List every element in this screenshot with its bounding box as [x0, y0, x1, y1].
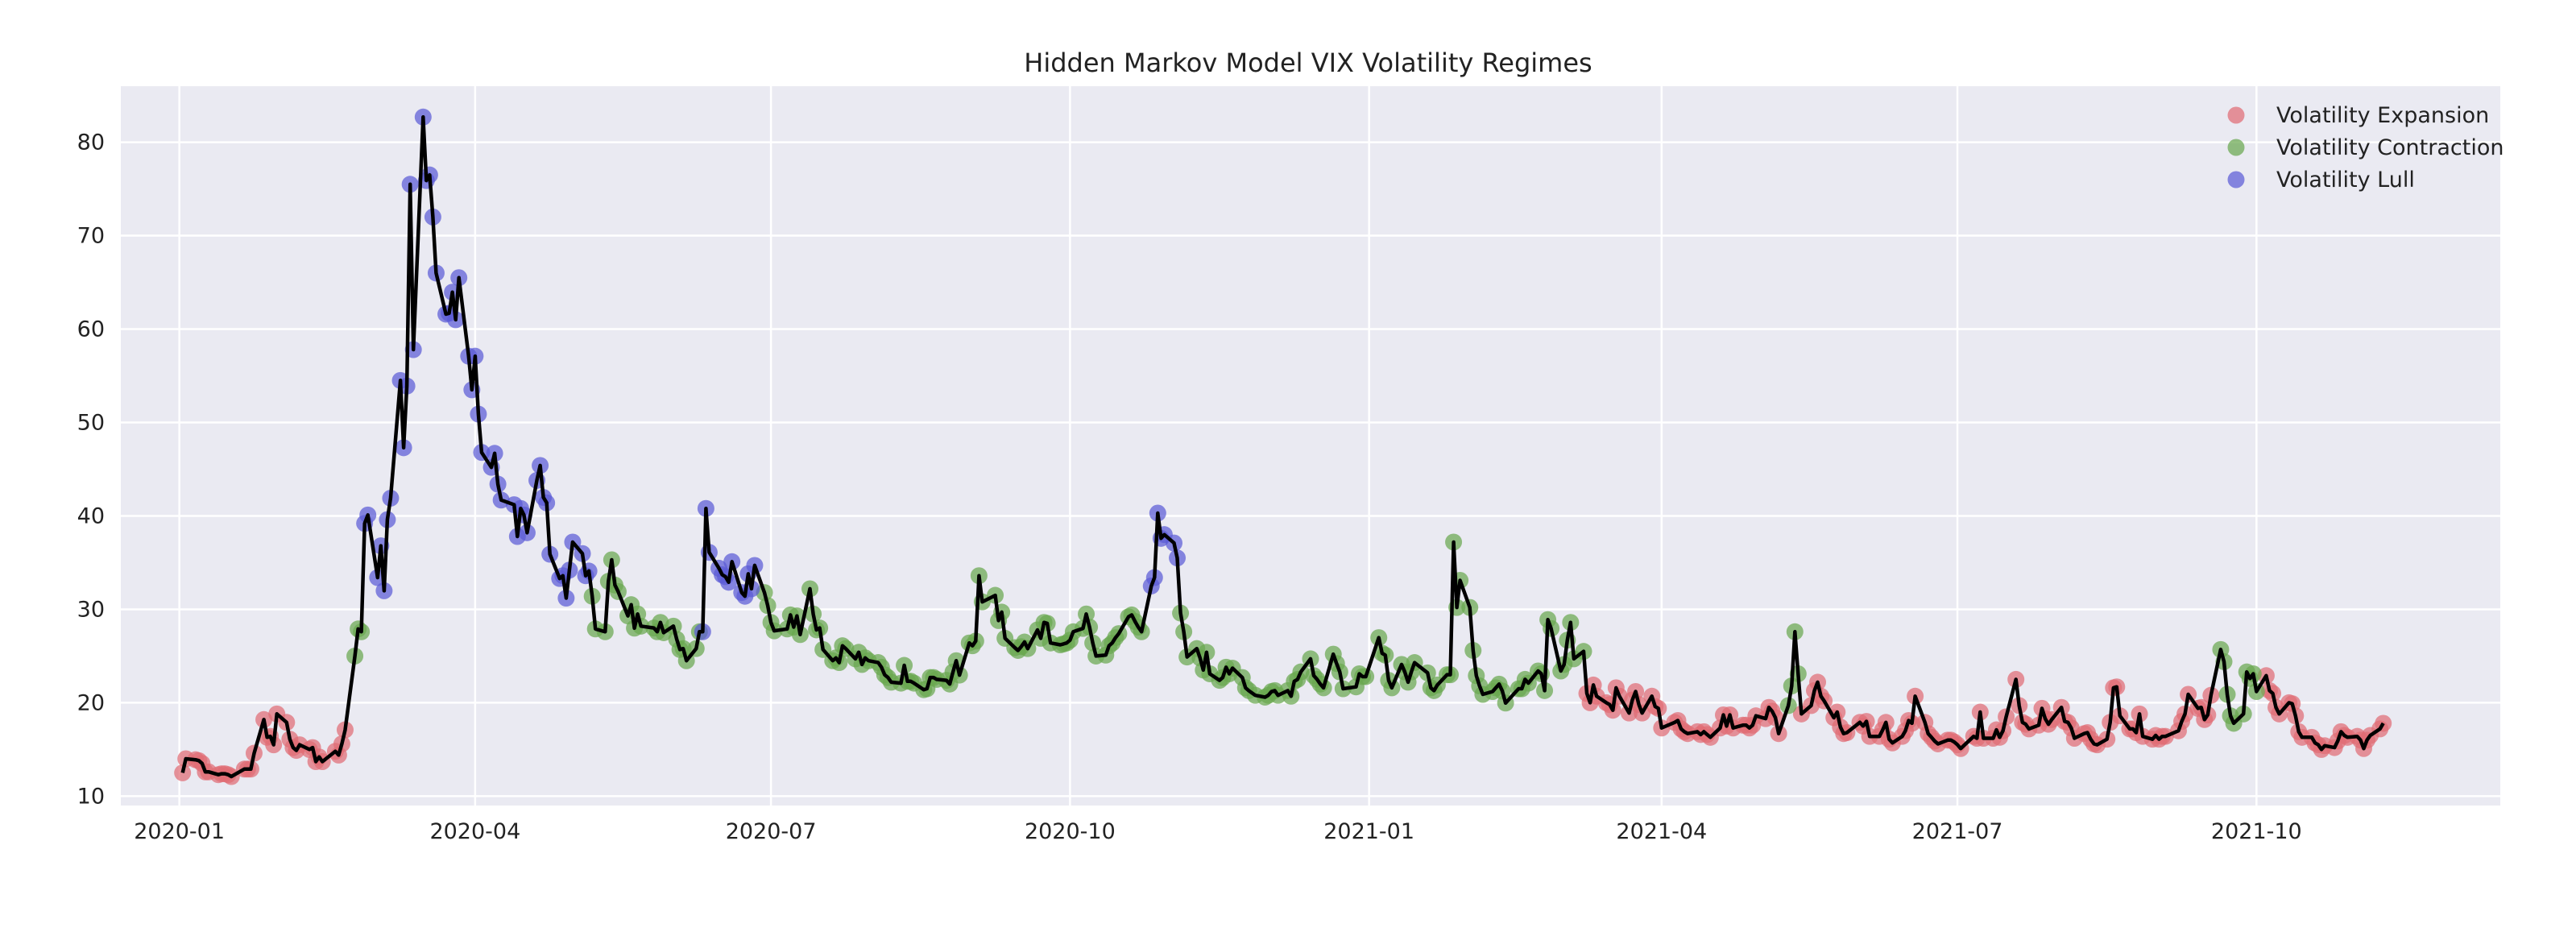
x-tick-label: 2021-07	[1912, 819, 2003, 844]
x-tick-label: 2021-10	[2211, 819, 2302, 844]
y-tick-label: 20	[77, 690, 105, 715]
x-tick-label: 2020-07	[726, 819, 817, 844]
chart-title: Hidden Markov Model VIX Volatility Regim…	[1024, 48, 1592, 78]
x-tick-label: 2020-10	[1025, 819, 1116, 844]
x-tick-label: 2021-01	[1323, 819, 1414, 844]
plot-area	[121, 86, 2500, 806]
legend-label: Volatility Expansion	[2276, 103, 2489, 128]
legend-label: Volatility Contraction	[2276, 135, 2504, 160]
x-tick-label: 2020-04	[429, 819, 520, 844]
x-tick-label: 2020-01	[134, 819, 225, 844]
y-tick-label: 60	[77, 317, 105, 342]
y-tick-label: 10	[77, 784, 105, 809]
y-tick-label: 80	[77, 130, 105, 155]
x-axis-tick-labels: 2020-01 2020-04 2020-07 2020-10 2021-01 2021-…	[134, 819, 2302, 844]
legend: Volatility Expansion Volatility Contracti…	[2227, 103, 2504, 193]
legend-label: Volatility Lull	[2276, 168, 2415, 193]
legend-marker	[2227, 106, 2245, 124]
y-axis-tick-labels: 10 20 30 40 50 60 70 80	[77, 130, 105, 810]
x-tick-label: 2021-04	[1616, 819, 1707, 844]
y-tick-label: 30	[77, 597, 105, 622]
y-tick-label: 50	[77, 411, 105, 436]
legend-marker	[2227, 171, 2245, 188]
y-tick-label: 70	[77, 224, 105, 249]
series-line-group	[180, 115, 2385, 779]
y-gridlines	[121, 141, 2500, 797]
y-tick-label: 40	[77, 503, 105, 528]
legend-marker	[2227, 139, 2245, 156]
vix-line	[180, 115, 2385, 779]
data-point	[174, 764, 192, 781]
